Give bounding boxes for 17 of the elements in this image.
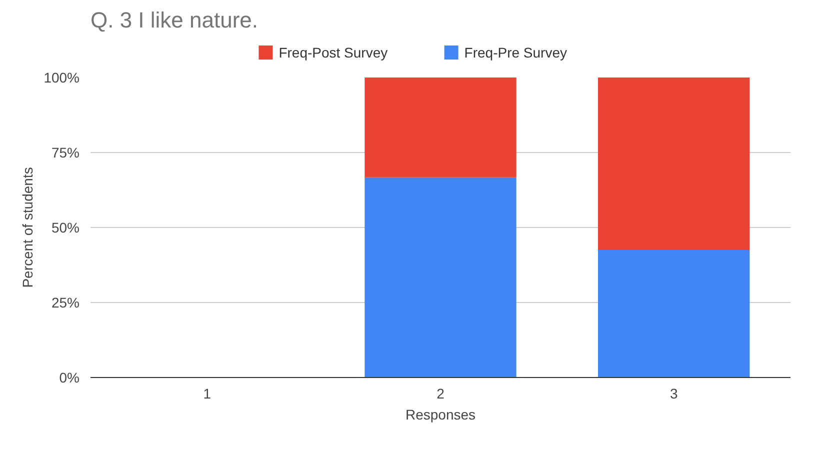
legend-label: Freq-Post Survey <box>278 44 388 60</box>
y-axis-title: Percent of students <box>20 167 36 288</box>
y-tick-label: 75% <box>51 144 80 160</box>
bar <box>598 78 750 250</box>
x-tick-label: 1 <box>203 386 212 402</box>
chart-title: Q. 3 I like nature. <box>90 8 258 32</box>
bar <box>598 250 750 378</box>
x-axis-title: Responses <box>405 406 476 422</box>
bar <box>364 177 516 378</box>
x-tick-label: 3 <box>670 386 678 402</box>
legend-label: Freq-Pre Survey <box>464 44 568 60</box>
y-tick-label: 25% <box>51 294 80 310</box>
bar <box>364 78 516 178</box>
y-tick-label: 0% <box>59 370 80 386</box>
y-tick-label: 50% <box>51 220 80 236</box>
y-tick-label: 100% <box>44 70 80 86</box>
x-tick-label: 2 <box>436 386 445 402</box>
